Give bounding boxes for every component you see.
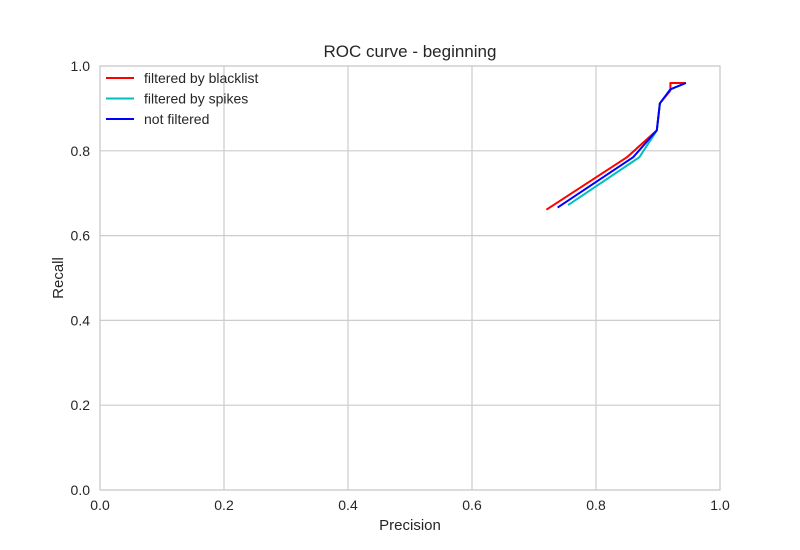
x-tick-labels: 0.0 0.2 0.4 0.6 0.8 1.0 <box>90 497 730 513</box>
x-tick-label: 0.8 <box>586 497 606 513</box>
x-tick-label: 0.0 <box>90 497 110 513</box>
chart-title: ROC curve - beginning <box>324 42 497 61</box>
legend-item: not filtered <box>106 111 209 127</box>
legend-item: filtered by spikes <box>106 91 248 107</box>
legend-label: not filtered <box>144 111 209 127</box>
plot-frame <box>99 65 721 491</box>
legend-label: filtered by blacklist <box>144 70 258 86</box>
x-tick-label: 0.4 <box>338 497 358 513</box>
y-tick-label: 0.8 <box>71 143 91 159</box>
grid-lines <box>99 65 721 491</box>
legend: filtered by blacklist filtered by spikes n… <box>106 70 258 127</box>
y-tick-label: 0.4 <box>71 312 91 328</box>
y-tick-label: 0.0 <box>71 482 91 498</box>
x-tick-label: 0.2 <box>214 497 234 513</box>
y-tick-label: 1.0 <box>71 58 91 74</box>
x-tick-label: 1.0 <box>710 497 730 513</box>
legend-label: filtered by spikes <box>144 91 248 107</box>
y-tick-label: 0.2 <box>71 397 91 413</box>
series-lines <box>545 82 687 211</box>
y-tick-labels: 0.0 0.2 0.4 0.6 0.8 1.0 <box>71 58 91 498</box>
plot-area <box>100 66 720 490</box>
y-tick-label: 0.6 <box>71 228 91 244</box>
y-axis-label: Recall <box>50 257 67 299</box>
x-axis-label: Precision <box>379 517 441 534</box>
x-tick-label: 0.6 <box>462 497 482 513</box>
legend-item: filtered by blacklist <box>106 70 258 86</box>
series-line-3 <box>557 82 687 209</box>
